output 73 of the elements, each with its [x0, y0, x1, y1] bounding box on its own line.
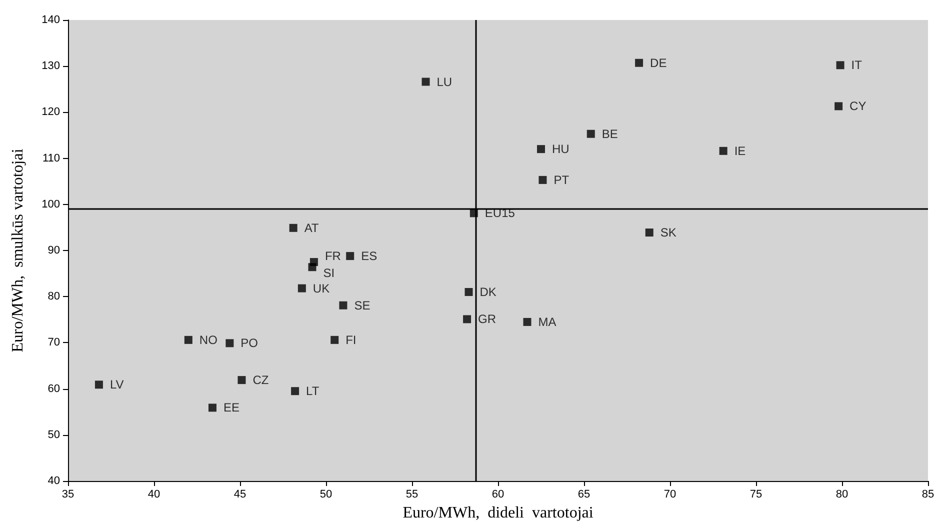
series-label: LV: [110, 378, 124, 392]
point: [330, 336, 339, 344]
y-tick-label: 120: [42, 106, 60, 118]
x-tick-label: 70: [664, 488, 676, 500]
y-tick-label: 70: [48, 336, 60, 349]
series-label: SI: [323, 266, 335, 280]
point: [226, 339, 234, 348]
series-label: CZ: [252, 373, 269, 388]
point: [464, 288, 473, 296]
y-tick-label: 80: [48, 290, 60, 303]
series-label: PT: [554, 172, 570, 187]
point: [208, 404, 216, 412]
series-label: DE: [650, 56, 667, 70]
series-label: LU: [436, 74, 452, 89]
y-tick-label: 90: [48, 244, 60, 256]
x-tick-label: 65: [578, 488, 590, 500]
point: [523, 318, 532, 326]
series-label: PO: [240, 336, 258, 350]
y-axis-title: Euro/MWh, smulkūs vartotojai: [10, 148, 26, 352]
series-label: IT: [851, 58, 863, 72]
point: [719, 146, 728, 155]
series-label: FI: [346, 332, 356, 347]
point: [291, 387, 300, 396]
point: [339, 301, 348, 310]
x-tick-label: 40: [148, 488, 160, 500]
series-label: SE: [354, 298, 370, 312]
y-tick-label: 100: [42, 198, 60, 210]
point: [422, 78, 430, 86]
series-label: NO: [199, 332, 218, 347]
series-label: DK: [480, 284, 496, 299]
series-label: CY: [850, 99, 866, 114]
x-tick-label: 75: [750, 488, 762, 500]
point: [463, 315, 472, 324]
point: [586, 130, 595, 138]
point: [537, 145, 545, 154]
x-tick-label: 85: [922, 488, 934, 500]
point: [308, 263, 316, 272]
series-label: UK: [312, 281, 330, 296]
series-label: IE: [734, 144, 746, 158]
y-tick-label: 110: [42, 152, 60, 164]
series-label: MA: [538, 314, 556, 329]
point: [635, 58, 644, 67]
x-tick-label: 55: [406, 488, 418, 500]
series-label: LT: [306, 384, 320, 398]
point: [834, 102, 843, 110]
series-label: AT: [304, 220, 320, 235]
x-tick-label: 80: [836, 488, 848, 500]
y-tick-label: 130: [42, 60, 60, 72]
point: [94, 380, 103, 389]
point: [238, 376, 246, 384]
series-label: FR: [324, 249, 342, 264]
point: [298, 284, 306, 292]
y-tick-label: 140: [42, 14, 60, 26]
series-label: EE: [223, 400, 240, 415]
y-tick-label: 50: [48, 428, 60, 441]
x-tick-label: 60: [492, 488, 504, 500]
point: [184, 336, 192, 344]
y-tick-label: 40: [48, 475, 60, 487]
x-tick-label: 50: [320, 488, 332, 500]
point: [836, 61, 844, 70]
point: [645, 228, 654, 237]
series-label: SK: [660, 226, 676, 240]
x-axis-title: Euro/MWh, dideli vartotojai: [402, 504, 594, 522]
x-tick-label: 35: [62, 488, 74, 500]
series-label: ES: [361, 249, 378, 264]
series-label: GR: [478, 312, 496, 326]
point: [346, 252, 354, 260]
series-label: BE: [602, 126, 618, 141]
point: [289, 224, 298, 232]
series-label: HU: [552, 142, 570, 156]
point: [538, 176, 547, 184]
y-tick-label: 60: [48, 382, 60, 395]
x-tick-label: 45: [234, 488, 246, 500]
